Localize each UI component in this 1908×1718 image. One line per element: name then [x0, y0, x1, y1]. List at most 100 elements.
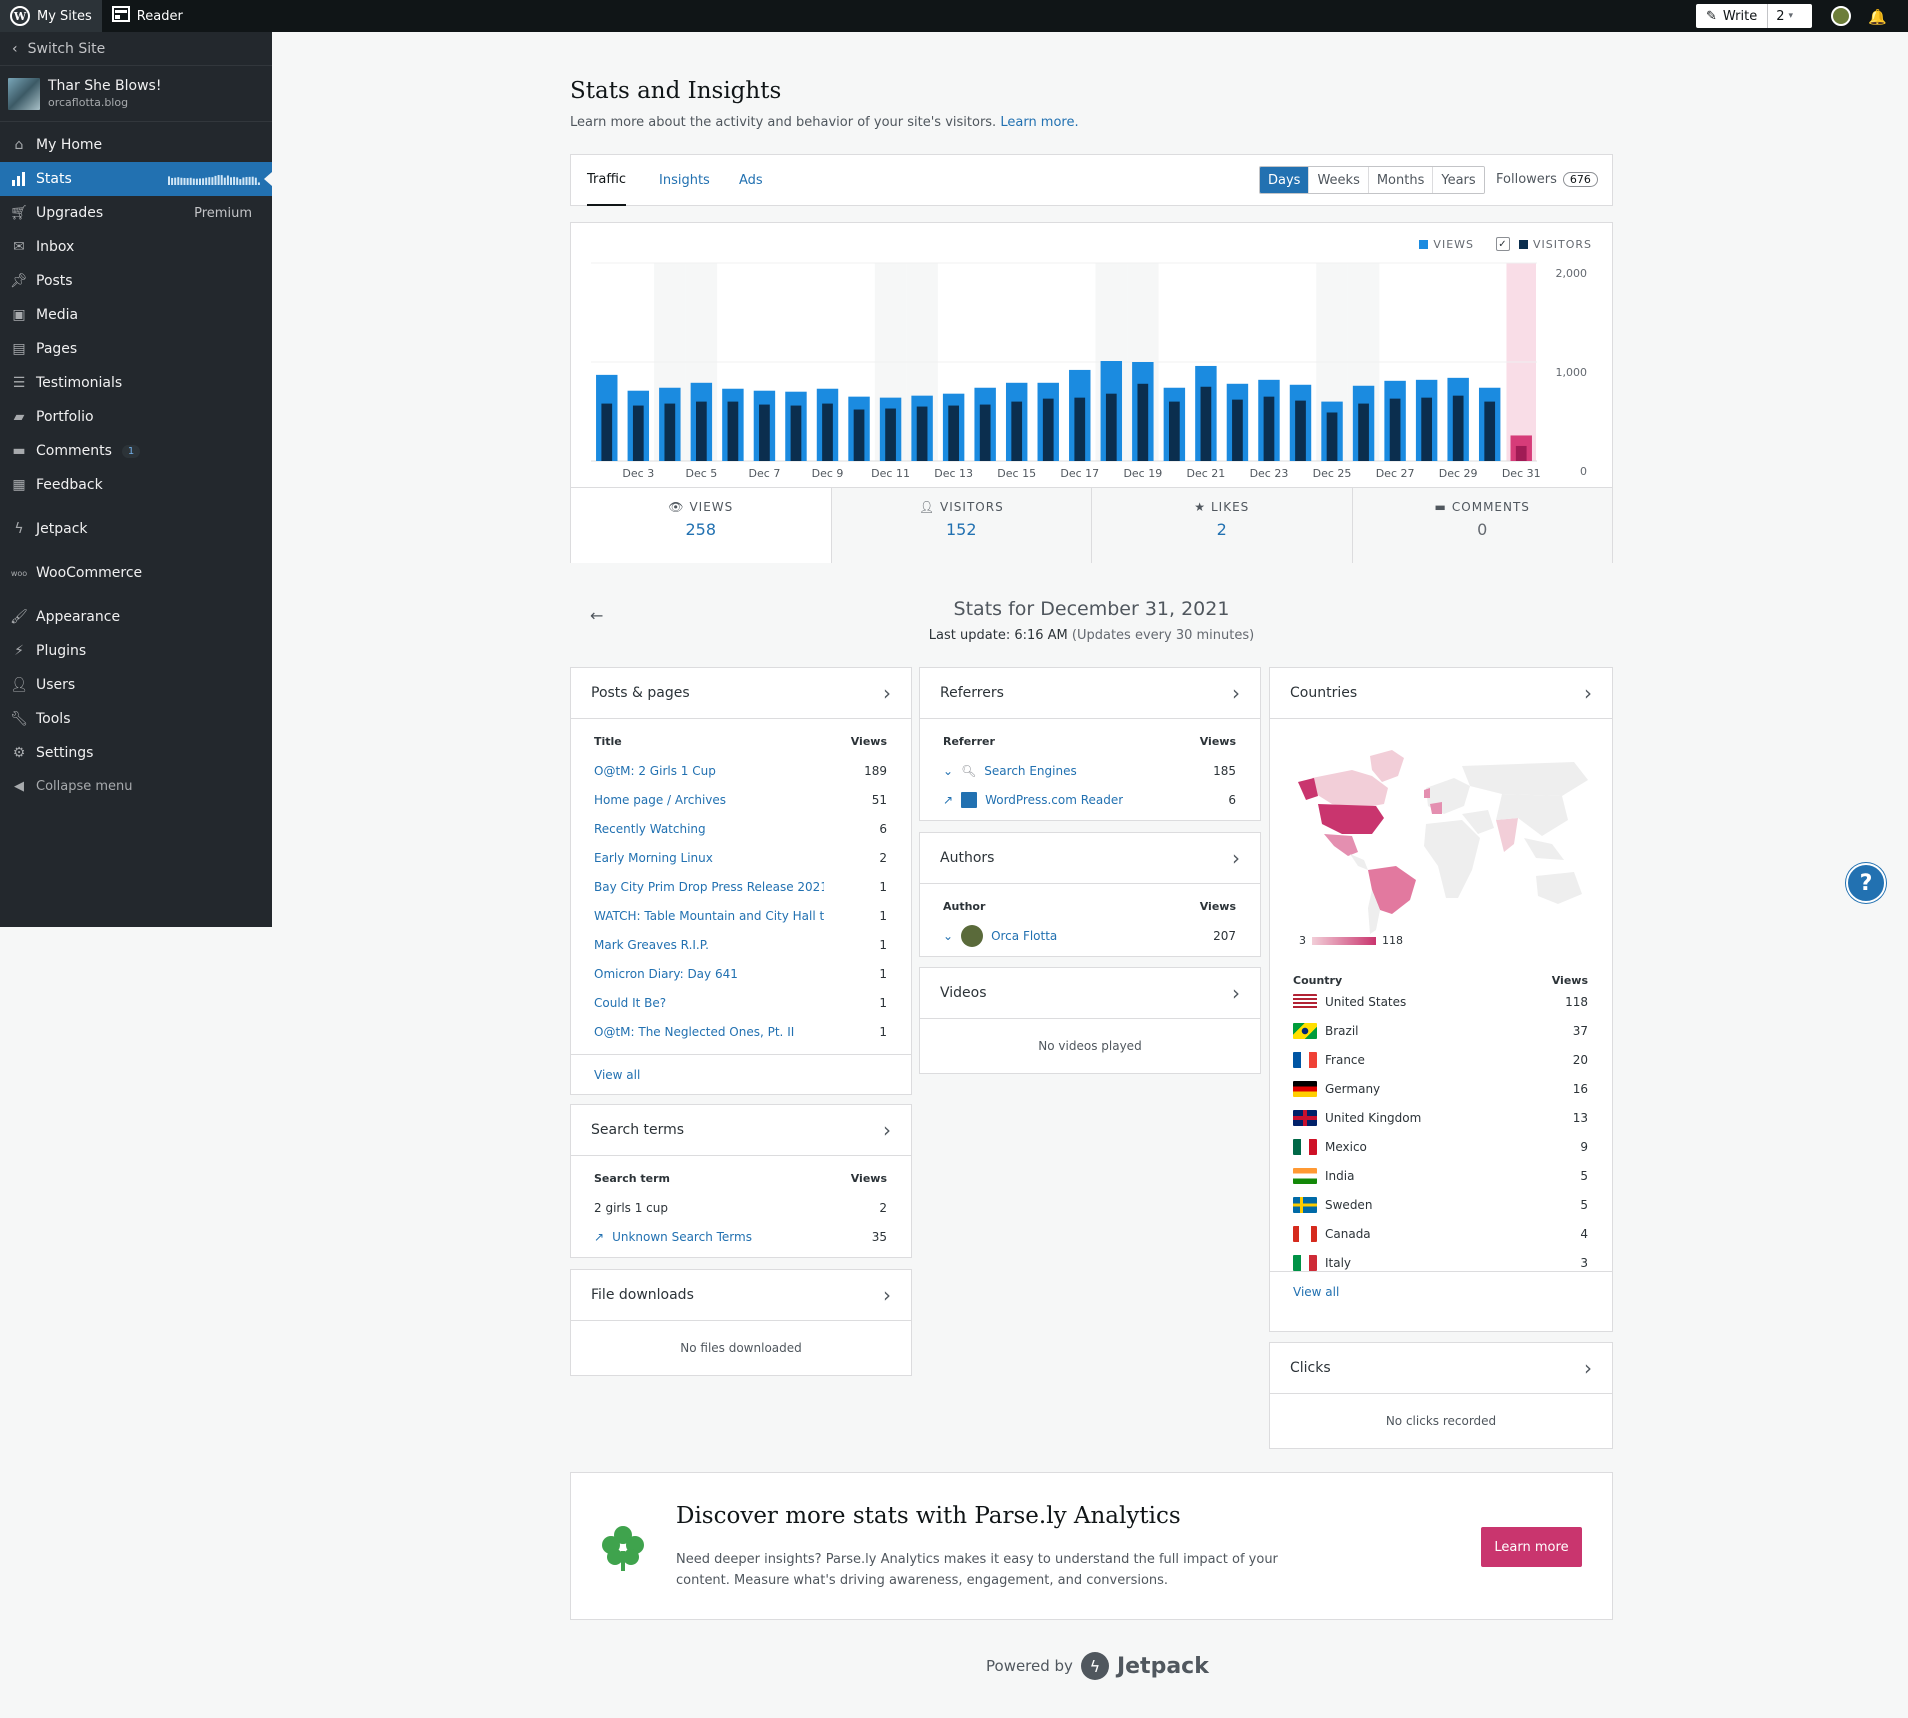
post-title[interactable]: Bay City Prim Drop Press Release 2021	[594, 880, 824, 894]
sidebar-item-appearance[interactable]: 🖌︎ Appearance	[0, 600, 272, 634]
flag-icon	[1293, 1138, 1317, 1155]
countries-header[interactable]: Countries ›	[1270, 668, 1612, 719]
post-title[interactable]: Could It Be?	[594, 996, 666, 1010]
list-item[interactable]: ⌄ Orca Flotta 207	[920, 921, 1260, 950]
write-button[interactable]: ✎ Write 2 ▾	[1696, 4, 1812, 28]
tab-insights[interactable]: Insights	[659, 155, 710, 206]
table-row[interactable]: Bay City Prim Drop Press Release 2021 1	[571, 872, 911, 901]
sidebar-item-label: Inbox	[36, 239, 75, 255]
legend-visitors[interactable]: ✓ VISITORS	[1496, 237, 1592, 251]
period-years[interactable]: Years	[1432, 167, 1484, 193]
unknown-terms-link[interactable]: ↗ Unknown Search Terms	[594, 1230, 752, 1244]
external-link-icon[interactable]: ↗	[943, 792, 954, 807]
referrers-header[interactable]: Referrers ›	[920, 668, 1260, 719]
drafts-dropdown[interactable]: 2 ▾	[1768, 9, 1801, 24]
comment-icon: ▬	[1434, 500, 1447, 514]
table-row[interactable]: WATCH: Table Mountain and City Hall to 1	[571, 901, 911, 930]
site-name: Thar She Blows!	[48, 78, 162, 94]
collapse-menu-button[interactable]: ◀ Collapse menu	[0, 770, 272, 802]
summary-label: LIKES	[1210, 500, 1250, 514]
chevron-down-icon[interactable]: ⌄	[943, 928, 954, 943]
list-item[interactable]: ⌄ 🔍︎ Search Engines 185	[920, 756, 1260, 785]
table-row[interactable]: O@tM: 2 Girls 1 Cup 189	[571, 756, 911, 785]
referrer-link[interactable]: ⌄ 🔍︎ Search Engines	[943, 764, 1077, 778]
plug-icon: ⚡︎	[14, 643, 24, 659]
sidebar-item-users[interactable]: 👤︎ Users	[0, 668, 272, 702]
sidebar-item-tools[interactable]: 🔧︎ Tools	[0, 702, 272, 736]
table-row[interactable]: Recently Watching 6	[571, 814, 911, 843]
post-title[interactable]: WATCH: Table Mountain and City Hall to	[594, 909, 824, 923]
sidebar-item-pages[interactable]: ▤ Pages	[0, 332, 272, 366]
table-row[interactable]: Mark Greaves R.I.P. 1	[571, 930, 911, 959]
post-title[interactable]: Recently Watching	[594, 822, 706, 836]
sidebar-item-media[interactable]: ▣ Media	[0, 298, 272, 332]
sidebar-item-woocommerce[interactable]: woo WooCommerce	[0, 556, 272, 590]
sidebar-item-upgrades[interactable]: 🛒︎ Upgrades Premium	[0, 196, 272, 230]
sparkline-bar	[230, 177, 232, 185]
post-title[interactable]: O@tM: The Neglected Ones, Pt. II	[594, 1025, 794, 1039]
my-sites-button[interactable]: W My Sites	[0, 0, 102, 32]
back-arrow-icon[interactable]: ←	[590, 606, 604, 625]
table-row[interactable]: Could It Be? 1	[571, 988, 911, 1017]
period-weeks[interactable]: Weeks	[1308, 167, 1368, 193]
clicks-header[interactable]: Clicks ›	[1270, 1343, 1612, 1394]
powered-by-jetpack[interactable]: Powered by ϟ Jetpack	[986, 1652, 1209, 1680]
table-row[interactable]: Home page / Archives 51	[571, 785, 911, 814]
list-item[interactable]: ↗ Unknown Search Terms 35	[571, 1222, 911, 1251]
help-button[interactable]: ?	[1846, 863, 1886, 903]
post-title[interactable]: Early Morning Linux	[594, 851, 713, 865]
visitors-checkbox[interactable]: ✓	[1496, 237, 1510, 251]
table-row[interactable]: Omicron Diary: Day 641 1	[571, 959, 911, 988]
post-title[interactable]: Omicron Diary: Day 641	[594, 967, 738, 981]
videos-header[interactable]: Videos ›	[920, 968, 1260, 1019]
posts-view-all[interactable]: View all	[571, 1054, 911, 1094]
post-title[interactable]: O@tM: 2 Girls 1 Cup	[594, 764, 716, 778]
sidebar-item-portfolio[interactable]: ▰ Portfolio	[0, 400, 272, 434]
sidebar-item-settings[interactable]: ⚙ Settings	[0, 736, 272, 770]
search-terms-header[interactable]: Search terms ›	[571, 1105, 911, 1156]
user-avatar[interactable]	[1831, 6, 1851, 26]
summary-visitors[interactable]: 👤︎ VISITORS 152	[830, 488, 1091, 563]
post-views: 189	[864, 763, 887, 778]
sidebar-item-testimonials[interactable]: ☰ Testimonials	[0, 366, 272, 400]
followers-link[interactable]: Followers 676	[1496, 166, 1598, 192]
tab-traffic[interactable]: Traffic	[587, 155, 627, 206]
sidebar-item-inbox[interactable]: ✉ Inbox	[0, 230, 272, 264]
notifications-bell-icon[interactable]: 🔔	[1868, 8, 1887, 26]
post-title[interactable]: Home page / Archives	[594, 793, 726, 807]
chevron-down-icon[interactable]: ⌄	[943, 763, 954, 778]
active-indicator	[264, 172, 272, 186]
countries-view-all[interactable]: View all	[1270, 1271, 1612, 1311]
sidebar-item-my-home[interactable]: ⌂ My Home	[0, 128, 272, 162]
search-table-header: Search term Views	[571, 1156, 911, 1193]
author-link[interactable]: ⌄ Orca Flotta	[943, 924, 1057, 947]
tab-ads[interactable]: Ads	[739, 155, 763, 206]
authors-header[interactable]: Authors ›	[920, 833, 1260, 884]
sidebar-item-comments[interactable]: ▬ Comments 1	[0, 434, 272, 468]
sidebar-item-plugins[interactable]: ⚡︎ Plugins	[0, 634, 272, 668]
sidebar-item-posts[interactable]: 📌︎ Posts	[0, 264, 272, 298]
sidebar-item-stats[interactable]: Stats	[0, 162, 272, 196]
sidebar-item-feedback[interactable]: ▦ Feedback	[0, 468, 272, 502]
sidebar-item-jetpack[interactable]: ϟ Jetpack	[0, 512, 272, 546]
reader-button[interactable]: Reader	[102, 0, 193, 32]
period-months[interactable]: Months	[1367, 167, 1433, 193]
summary-comments[interactable]: ▬ COMMENTS 0	[1351, 488, 1612, 563]
map-legend: 3 118	[1299, 934, 1403, 947]
table-row[interactable]: O@tM: The Neglected Ones, Pt. II 1	[571, 1017, 911, 1046]
learn-more-link[interactable]: Learn more.	[1000, 115, 1079, 130]
posts-pages-header[interactable]: Posts & pages ›	[571, 668, 911, 719]
table-row[interactable]: Early Morning Linux 2	[571, 843, 911, 872]
period-days[interactable]: Days	[1260, 167, 1309, 193]
switch-site-link[interactable]: ‹ Switch Site	[0, 32, 272, 66]
parsely-learn-more-button[interactable]: Learn more	[1481, 1527, 1582, 1567]
file-downloads-header[interactable]: File downloads ›	[571, 1270, 911, 1321]
summary-views[interactable]: 👁︎ VIEWS 258	[571, 488, 831, 563]
current-site[interactable]: Thar She Blows! orcaflotta.blog	[0, 66, 272, 122]
sidebar-item-label: Plugins	[36, 643, 87, 659]
referrer-link[interactable]: ↗ WordPress.com Reader	[943, 791, 1123, 808]
list-item[interactable]: ↗ WordPress.com Reader 6	[920, 785, 1260, 814]
post-title[interactable]: Mark Greaves R.I.P.	[594, 938, 709, 952]
summary-likes[interactable]: ★ LIKES 2	[1091, 488, 1352, 563]
table-row: Brazil 37	[1270, 1016, 1612, 1045]
